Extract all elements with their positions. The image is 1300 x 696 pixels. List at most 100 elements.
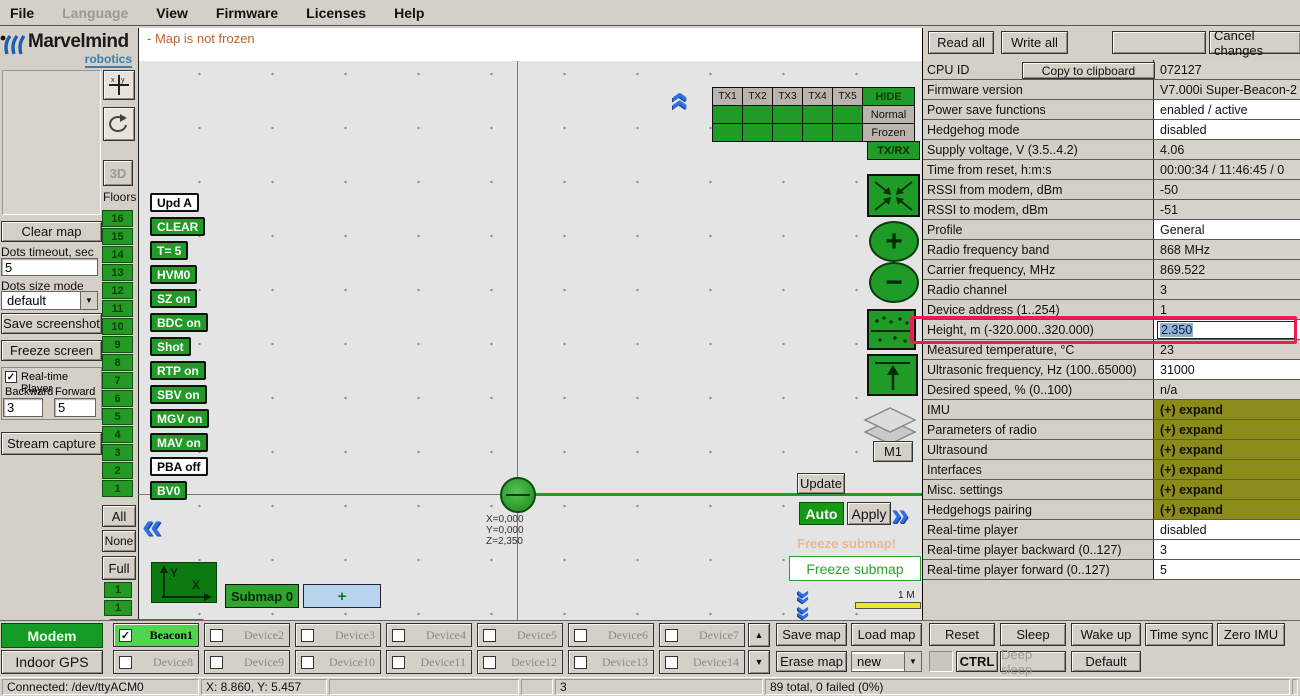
- tx-cell[interactable]: [742, 105, 773, 124]
- device-button[interactable]: Device5: [477, 623, 563, 647]
- parameter-value[interactable]: -50: [1154, 180, 1300, 199]
- device-checkbox[interactable]: [665, 628, 678, 642]
- parameter-value[interactable]: (+) expand: [1154, 460, 1300, 479]
- fit-to-screen-button[interactable]: [867, 174, 920, 222]
- parameter-value[interactable]: 1: [1154, 300, 1300, 319]
- time-sync-button[interactable]: Time sync: [1145, 623, 1213, 646]
- devices-scroll-down-button[interactable]: ▼: [748, 650, 770, 674]
- floor-button[interactable]: 5: [102, 408, 133, 425]
- floor-button[interactable]: 11: [102, 300, 133, 317]
- menu-item[interactable]: Language: [62, 4, 129, 21]
- parameter-value[interactable]: 869.522: [1154, 260, 1300, 279]
- pan-down-chevron-2[interactable]: »: [790, 605, 821, 621]
- map-toggle-button[interactable]: MGV on: [150, 409, 210, 428]
- floor-button[interactable]: 3: [102, 444, 133, 461]
- device-checkbox[interactable]: [301, 628, 314, 642]
- tx-header-cell[interactable]: TX3: [772, 87, 803, 106]
- dots-display-button[interactable]: [867, 309, 916, 355]
- floor-button[interactable]: 1: [102, 480, 133, 497]
- parameter-value[interactable]: V7.000i Super-Beacon-2: [1154, 80, 1300, 99]
- parameter-value[interactable]: 00:00:34 / 11:46:45 / 0: [1154, 160, 1300, 179]
- tx-frozen-button[interactable]: Frozen: [862, 123, 915, 142]
- read-all-button[interactable]: Read all: [928, 31, 994, 54]
- update-button[interactable]: Update: [797, 473, 845, 494]
- device-checkbox[interactable]: [119, 628, 132, 642]
- tx-cell[interactable]: [802, 123, 833, 142]
- device-button[interactable]: Device6: [568, 623, 654, 647]
- device-button[interactable]: Device11: [386, 650, 472, 674]
- device-button[interactable]: Device10: [295, 650, 381, 674]
- floor-button[interactable]: 9: [102, 336, 133, 353]
- map-toggle-button[interactable]: CLEAR: [150, 217, 206, 236]
- map-toggle-button[interactable]: BV0: [150, 481, 188, 500]
- map-toggle-button[interactable]: RTP on: [150, 361, 206, 380]
- submap-floor-button[interactable]: 1: [104, 582, 132, 598]
- submap-0-button[interactable]: Submap 0: [225, 584, 299, 608]
- map-file-select[interactable]: new ▼: [851, 651, 922, 672]
- apply-button[interactable]: Apply: [847, 502, 891, 525]
- modem-button[interactable]: Modem: [1, 623, 103, 648]
- tx-cell[interactable]: [772, 123, 803, 142]
- dots-timeout-input[interactable]: 5: [1, 258, 98, 276]
- floor-button[interactable]: 6: [102, 390, 133, 407]
- reset-button[interactable]: Reset: [929, 623, 995, 646]
- parameter-value[interactable]: enabled / active: [1154, 100, 1300, 119]
- ctrl-button[interactable]: CTRL: [956, 651, 998, 672]
- erase-map-button[interactable]: Erase map: [776, 651, 847, 672]
- floor-button[interactable]: 7: [102, 372, 133, 389]
- wake-up-button[interactable]: Wake up: [1071, 623, 1141, 646]
- device-checkbox[interactable]: [392, 628, 405, 642]
- device-checkbox[interactable]: [665, 655, 678, 669]
- zoom-out-button[interactable]: −: [869, 262, 919, 303]
- tx-hide-button[interactable]: HIDE: [862, 87, 915, 106]
- parameter-value[interactable]: (+) expand: [1154, 500, 1300, 519]
- floor-button[interactable]: 12: [102, 282, 133, 299]
- auto-button[interactable]: Auto: [799, 502, 844, 525]
- device-checkbox[interactable]: [392, 655, 405, 669]
- save-map-button[interactable]: Save map: [776, 623, 847, 646]
- pan-up-chevron[interactable]: «: [662, 91, 701, 111]
- indoor-gps-button[interactable]: Indoor GPS: [1, 650, 103, 674]
- sleep-button[interactable]: Sleep: [1000, 623, 1066, 646]
- map-toggle-button[interactable]: MAV on: [150, 433, 208, 452]
- freeze-screen-button[interactable]: Freeze screen: [1, 340, 102, 361]
- parameter-value[interactable]: disabled: [1154, 520, 1300, 539]
- device-checkbox[interactable]: [574, 628, 587, 642]
- menu-item[interactable]: Help: [394, 4, 425, 21]
- floors-full-button[interactable]: Full: [102, 556, 136, 580]
- blank-button[interactable]: [1112, 31, 1206, 54]
- freeze-submap-button[interactable]: Freeze submap: [789, 556, 921, 581]
- parameter-value[interactable]: 31000: [1154, 360, 1300, 379]
- tx-header-cell[interactable]: TX4: [802, 87, 833, 106]
- dropdown-arrow-icon[interactable]: ▼: [80, 292, 97, 309]
- view-3d-button[interactable]: 3D: [103, 160, 133, 186]
- dropdown-arrow-icon[interactable]: ▼: [904, 652, 921, 671]
- menu-item[interactable]: View: [156, 4, 188, 21]
- copy-to-clipboard-button[interactable]: Copy to clipboard: [1022, 62, 1155, 79]
- floor-button[interactable]: 10: [102, 318, 133, 335]
- map-toggle-button[interactable]: PBA off: [150, 457, 208, 476]
- device-button[interactable]: Beacon1: [113, 623, 199, 647]
- tx-cell[interactable]: [712, 123, 743, 142]
- clear-map-button[interactable]: Clear map: [1, 221, 102, 242]
- device-button[interactable]: Device7: [659, 623, 745, 647]
- parameter-value[interactable]: 3: [1154, 540, 1300, 559]
- device-checkbox[interactable]: [210, 655, 223, 669]
- height-input[interactable]: 2.350: [1157, 321, 1297, 339]
- devices-scroll-up-button[interactable]: ▲: [748, 623, 770, 647]
- pan-right-chevron[interactable]: »: [891, 496, 909, 532]
- dots-size-select[interactable]: default ▼: [1, 291, 98, 310]
- tx-header-cell[interactable]: TX2: [742, 87, 773, 106]
- floor-button[interactable]: 14: [102, 246, 133, 263]
- default-button[interactable]: Default: [1071, 651, 1141, 672]
- parameter-value[interactable]: n/a: [1154, 380, 1300, 399]
- realtime-player-checkbox[interactable]: ✓: [5, 371, 17, 383]
- device-button[interactable]: Device9: [204, 650, 290, 674]
- device-button[interactable]: Device4: [386, 623, 472, 647]
- parameter-value[interactable]: disabled: [1154, 120, 1300, 139]
- zero-imu-button[interactable]: Zero IMU: [1217, 623, 1285, 646]
- parameter-value[interactable]: 5: [1154, 560, 1300, 579]
- tx-cell[interactable]: [832, 123, 863, 142]
- floor-button[interactable]: 13: [102, 264, 133, 281]
